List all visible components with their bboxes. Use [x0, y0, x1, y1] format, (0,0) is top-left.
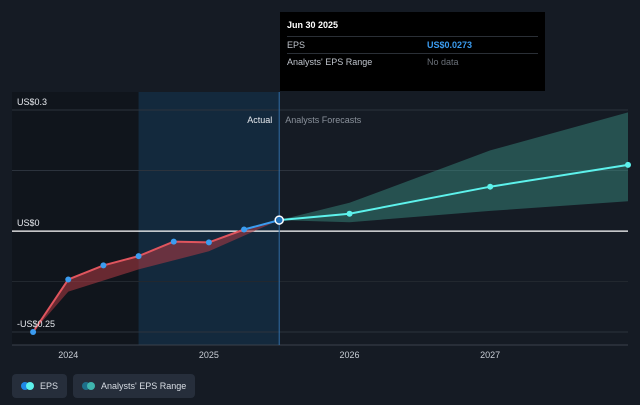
legend-range-toggle[interactable]: Analysts' EPS Range	[73, 374, 196, 398]
y-tick-label: -US$0.25	[17, 319, 55, 329]
legend-range-label: Analysts' EPS Range	[101, 381, 187, 391]
range-band-forecast	[279, 112, 628, 223]
y-tick-label: US$0.3	[17, 97, 47, 107]
range-legend-icon	[82, 382, 96, 390]
forecast-section-label: Analysts Forecasts	[285, 115, 362, 125]
chart-legend: EPS Analysts' EPS Range	[12, 374, 196, 398]
eps-point	[30, 329, 37, 335]
eps-point	[241, 226, 248, 233]
tooltip-row-range: Analysts' EPS Range No data	[287, 53, 538, 70]
actual-section-label: Actual	[247, 115, 272, 125]
legend-eps-toggle[interactable]: EPS	[12, 374, 68, 398]
tooltip-eps-label: EPS	[287, 40, 306, 50]
eps-forecast-point	[487, 183, 494, 190]
x-tick-label: 2024	[58, 350, 78, 360]
tooltip-range-value: No data	[427, 57, 459, 67]
eps-current-point	[274, 215, 284, 225]
hover-tooltip: Jun 30 2025 EPS US$0.0273 Analysts' EPS …	[280, 12, 545, 91]
eps-point	[205, 239, 212, 246]
eps-point	[100, 262, 107, 269]
eps-legend-icon	[21, 382, 34, 390]
tooltip-eps-value: US$0.0273	[427, 40, 473, 50]
x-tick-label: 2027	[480, 350, 500, 360]
x-tick-label: 2025	[199, 350, 219, 360]
tooltip-date: Jun 30 2025	[287, 20, 339, 30]
eps-forecast-line	[279, 163, 629, 222]
highlight-region	[138, 92, 280, 345]
tooltip-range-label: Analysts' EPS Range	[287, 57, 373, 67]
y-tick-label: US$0	[17, 218, 40, 228]
eps-point	[170, 238, 177, 245]
eps-point	[135, 253, 142, 260]
eps-forecast-point	[346, 210, 353, 217]
eps-actual-recent-line	[243, 219, 280, 231]
range-band-actual	[33, 220, 280, 332]
x-tick-label: 2026	[340, 350, 360, 360]
tooltip-row-eps: EPS US$0.0273	[287, 36, 538, 53]
eps-point	[65, 276, 72, 283]
eps-forecast-point	[625, 161, 631, 168]
legend-eps-label: EPS	[40, 381, 59, 391]
